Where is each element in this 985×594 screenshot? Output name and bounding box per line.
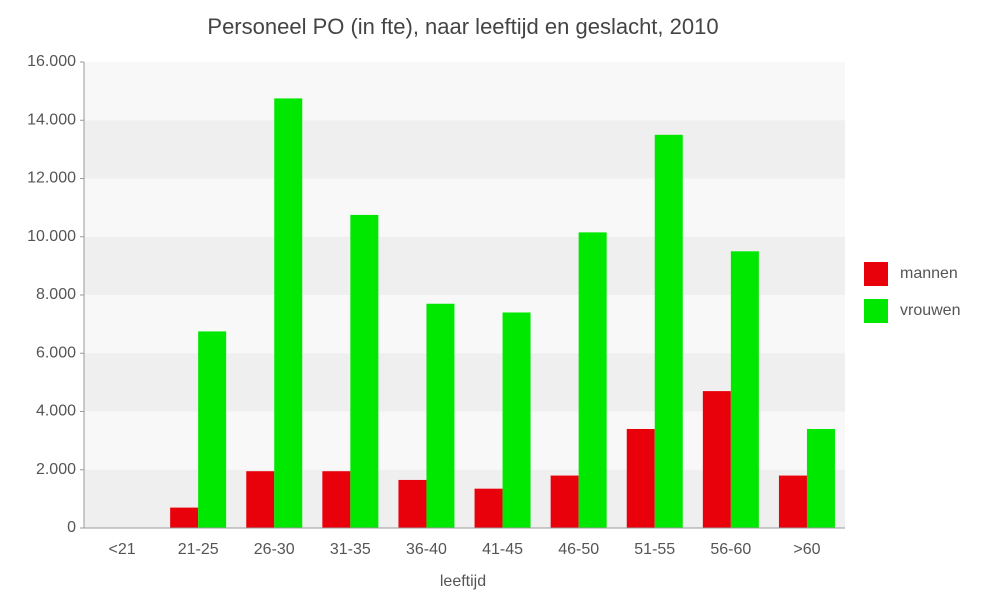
bar [654,134,683,528]
bar [350,214,379,528]
x-axis-label: leeftijd [440,573,486,590]
bar [578,232,607,528]
x-tick-label: 21-25 [178,541,219,558]
y-tick-label: 4.000 [36,403,76,420]
bar [626,428,655,528]
bar [274,98,303,528]
x-tick-label: 41-45 [482,541,523,558]
y-tick-label: 0 [67,519,76,536]
bar [778,475,807,528]
legend-swatch [864,262,888,286]
bar [322,471,351,528]
chart-title: Personeel PO (in fte), naar leeftijd en … [207,14,718,39]
y-tick-label: 8.000 [36,286,76,303]
bar [426,303,455,528]
x-tick-label: >60 [793,541,820,558]
x-tick-label: <21 [108,541,135,558]
y-tick-label: 16.000 [27,53,76,70]
x-tick-label: 56-60 [710,541,751,558]
y-tick-label: 12.000 [27,170,76,187]
bar [246,471,275,528]
x-tick-label: 51-55 [634,541,675,558]
bar [474,488,503,528]
bar [198,331,227,528]
legend-swatch [864,299,888,323]
y-tick-label: 14.000 [27,111,76,128]
bar [730,251,759,528]
y-tick-label: 6.000 [36,344,76,361]
x-tick-label: 36-40 [406,541,447,558]
bar [170,507,199,528]
y-tick-label: 10.000 [27,228,76,245]
bar [550,475,579,528]
x-tick-label: 31-35 [330,541,371,558]
grid-band [84,120,845,179]
grid-band [84,236,845,295]
bar [702,391,731,528]
y-tick-label: 2.000 [36,461,76,478]
legend-label: vrouwen [900,302,960,319]
legend-label: mannen [900,265,958,282]
x-tick-label: 26-30 [254,541,295,558]
bar [806,428,835,528]
bar [398,479,427,528]
x-tick-label: 46-50 [558,541,599,558]
bar [502,312,531,528]
